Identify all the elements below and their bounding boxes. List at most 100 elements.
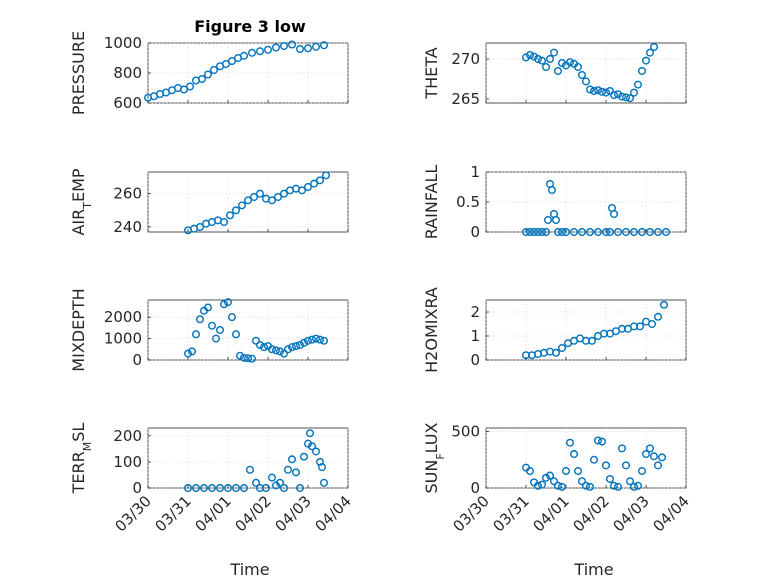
data-point-5-11 xyxy=(588,336,597,345)
data-point-5-6 xyxy=(558,344,567,353)
data-point-1-21 xyxy=(606,86,615,95)
data-point-7-22 xyxy=(610,481,619,490)
data-point-7-12 xyxy=(570,450,579,459)
data-point-0-18 xyxy=(256,47,265,56)
panel-5: 0 1 2 H2OMIXRA xyxy=(422,287,687,373)
data-point-3-2 xyxy=(530,227,539,236)
data-point-3-12 xyxy=(558,227,567,236)
data-point-7-17 xyxy=(590,455,599,464)
x-axis-label-right: Time xyxy=(573,560,613,579)
data-point-4-12 xyxy=(231,330,240,339)
data-point-1-26 xyxy=(626,94,635,103)
y-tick-label-1-0: 265 xyxy=(451,90,480,108)
data-point-1-20 xyxy=(602,88,611,97)
x-tick-label-6-2: 04/01 xyxy=(192,492,235,535)
data-point-7-7 xyxy=(550,477,559,486)
data-point-4-17 xyxy=(251,336,260,345)
data-point-2-20 xyxy=(304,182,313,191)
data-point-6-5 xyxy=(223,484,232,493)
data-point-2-7 xyxy=(225,211,234,220)
data-point-7-31 xyxy=(646,444,655,453)
data-point-1-30 xyxy=(642,56,651,65)
data-point-6-8 xyxy=(245,465,254,474)
x-tick-label-6-1: 03/31 xyxy=(152,492,195,535)
data-point-4-19 xyxy=(260,343,269,352)
data-point-7-13 xyxy=(574,467,583,476)
data-point-1-31 xyxy=(646,48,655,57)
data-point-3-21 xyxy=(610,209,619,218)
data-point-3-5 xyxy=(542,227,551,236)
data-point-3-13 xyxy=(562,227,571,236)
data-point-6-6 xyxy=(231,484,240,493)
data-point-7-3 xyxy=(534,481,543,490)
data-point-6-23 xyxy=(308,442,317,451)
data-point-3-19 xyxy=(606,227,615,236)
data-point-4-0 xyxy=(183,349,192,358)
y-tick-label-0-0: 600 xyxy=(113,94,142,112)
data-point-4-10 xyxy=(223,298,232,307)
plot-area-4 xyxy=(147,299,349,361)
data-point-4-21 xyxy=(268,345,277,354)
data-point-2-10 xyxy=(243,196,252,205)
data-point-7-32 xyxy=(650,452,659,461)
y-axis-label-1: THETA xyxy=(422,47,441,99)
data-point-4-25 xyxy=(284,345,293,354)
data-point-4-34 xyxy=(320,336,329,345)
data-point-2-12 xyxy=(256,189,265,198)
data-point-7-21 xyxy=(606,474,615,483)
data-point-1-32 xyxy=(650,43,659,52)
x-tick-label-7-0: 03/30 xyxy=(450,492,493,535)
data-point-2-11 xyxy=(249,192,258,201)
data-point-4-23 xyxy=(276,347,285,356)
data-point-1-0 xyxy=(522,53,531,62)
data-point-7-34 xyxy=(658,453,667,462)
data-point-6-12 xyxy=(268,473,277,482)
data-point-5-23 xyxy=(660,300,669,309)
data-point-2-23 xyxy=(322,171,331,180)
data-point-6-14 xyxy=(276,478,285,487)
data-point-3-11 xyxy=(554,227,563,236)
panel-6: 0 100 200 TERRMSL 03/3003/3104/0104/0204/030… xyxy=(69,423,355,536)
data-point-4-30 xyxy=(304,336,313,345)
y-axis-label-6: TERRMSL xyxy=(69,423,94,495)
data-point-6-19 xyxy=(296,484,305,493)
data-point-7-30 xyxy=(642,450,651,459)
data-point-6-9 xyxy=(251,478,260,487)
data-point-3-17 xyxy=(594,227,603,236)
data-point-6-4 xyxy=(215,484,224,493)
data-point-1-29 xyxy=(638,66,647,75)
data-point-3-25 xyxy=(638,227,647,236)
x-tick-label-6-5: 04/04 xyxy=(312,492,355,535)
data-point-2-6 xyxy=(219,217,228,226)
data-point-4-24 xyxy=(280,349,289,358)
data-point-0-13 xyxy=(221,60,230,69)
data-point-7-15 xyxy=(582,481,591,490)
data-point-5-19 xyxy=(636,322,645,331)
data-point-6-11 xyxy=(262,484,271,493)
data-point-4-3 xyxy=(195,315,204,324)
data-point-0-7 xyxy=(185,82,194,91)
x-tick-label-7-4: 04/03 xyxy=(610,492,653,535)
data-point-6-3 xyxy=(207,484,216,493)
data-point-4-16 xyxy=(247,354,256,363)
data-point-6-2 xyxy=(199,484,208,493)
x-tick-label-7-1: 03/31 xyxy=(490,492,533,535)
data-point-4-2 xyxy=(191,330,200,339)
data-point-4-5 xyxy=(203,303,212,312)
data-point-4-18 xyxy=(256,341,265,350)
x-axis-label-left: Time xyxy=(229,560,269,579)
data-point-1-11 xyxy=(566,58,575,67)
y-tick-label-0-1: 800 xyxy=(113,64,142,82)
data-point-1-8 xyxy=(554,66,563,75)
data-point-6-17 xyxy=(288,455,297,464)
data-point-3-10 xyxy=(552,215,561,224)
data-point-7-16 xyxy=(586,482,595,491)
y-tick-label-7-1: 500 xyxy=(451,422,480,440)
y-axis-label-7: SUNFLUX xyxy=(422,422,447,493)
data-point-7-6 xyxy=(546,471,555,480)
data-point-7-33 xyxy=(654,461,663,470)
data-point-0-19 xyxy=(264,45,273,54)
data-point-7-4 xyxy=(538,480,547,489)
data-point-2-21 xyxy=(310,179,319,188)
